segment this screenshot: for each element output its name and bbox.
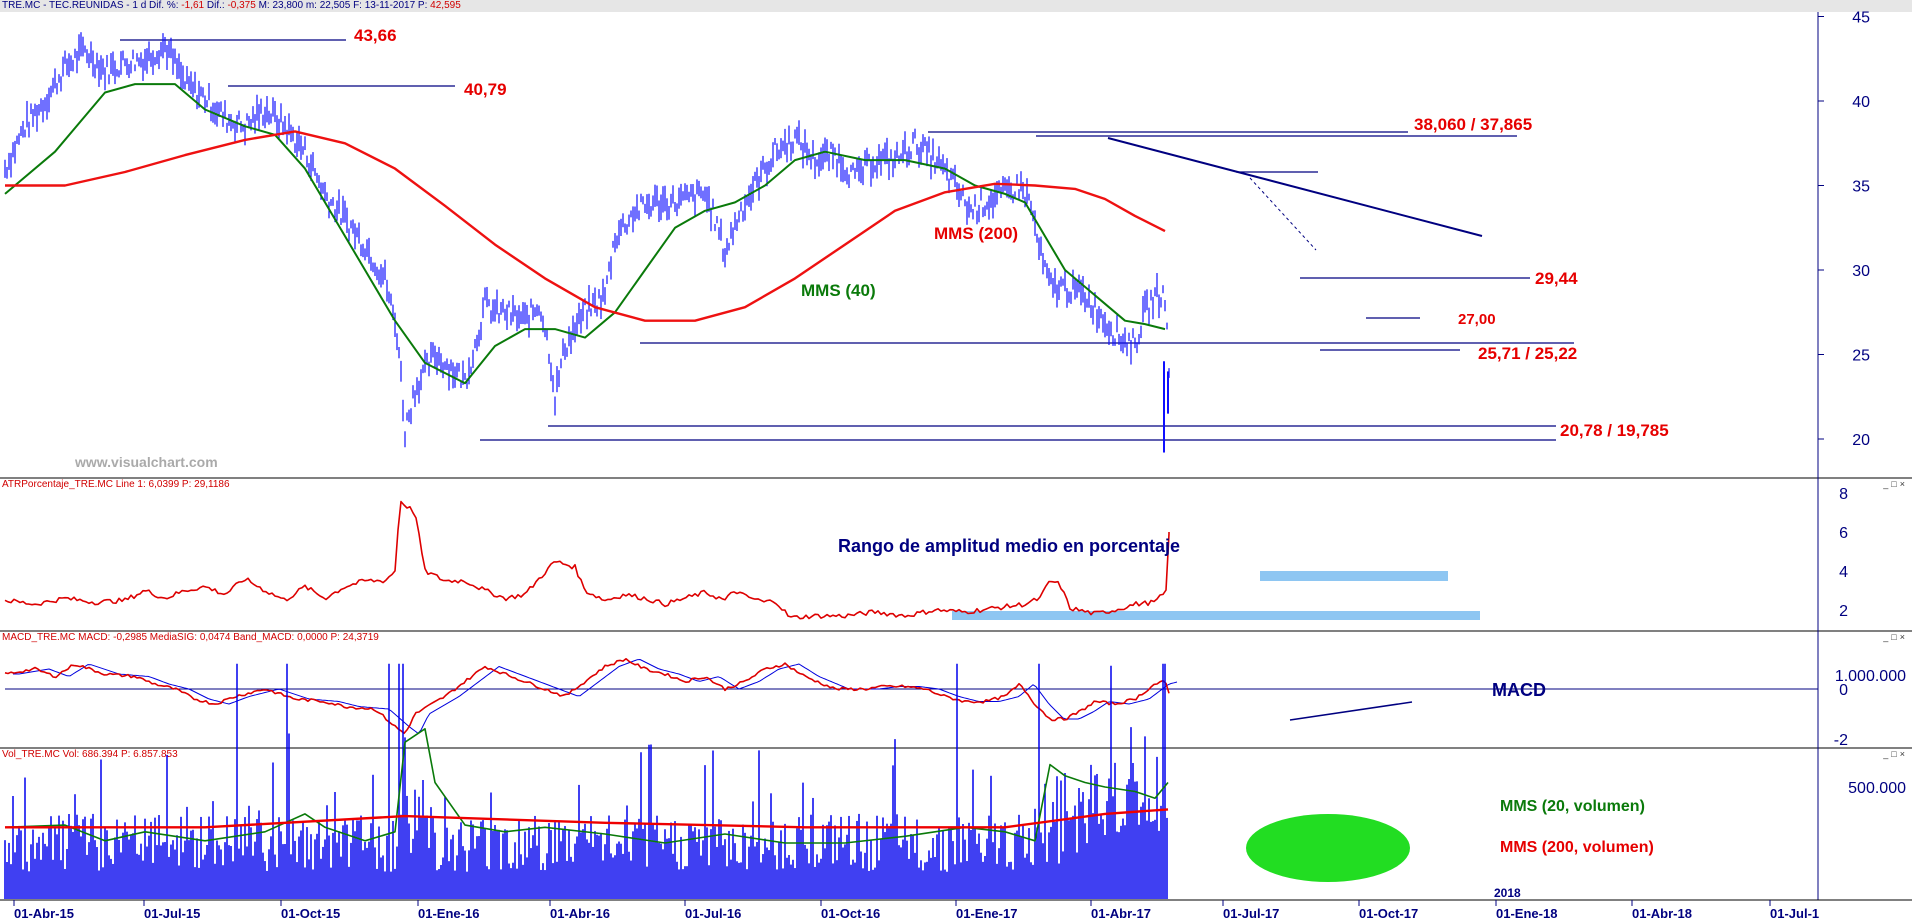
price-y-tick-label: 40 (1852, 94, 1870, 111)
macd-annotation: MACD (1492, 680, 1546, 700)
x-tick-label: 01-Abr-15 (14, 906, 74, 921)
volume-panel-header: Vol_TRE.MC Vol: 686.394 P: 6.857.853 (0, 749, 178, 761)
header-part: 42,595 (430, 0, 461, 11)
macd-divergence-line (1289, 701, 1413, 721)
x-tick-label: 01-Abr-18 (1632, 906, 1692, 921)
price-panel-header: TRE.MC - TEC.REUNIDAS - 1 d Dif. %: -1,6… (0, 0, 1912, 12)
header-part: ATRPorcentaje_TRE.MC Line 1: 6,0399 P: 2… (2, 479, 230, 490)
x-tick-label: 01-Abr-17 (1091, 906, 1151, 921)
price-y-tick-label: 45 (1852, 10, 1870, 27)
volume-moving-averages (4, 727, 1169, 844)
x-tick-label: 01-Ene-17 (956, 906, 1017, 921)
header-part: Dif.: (204, 0, 228, 11)
atr-panel-header: ATRPorcentaje_TRE.MC Line 1: 6,0399 P: 2… (0, 479, 230, 491)
label-43-66: 43,66 (354, 26, 397, 45)
atr-y-tick-label: 6 (1839, 525, 1848, 542)
sma200-line (5, 130, 1166, 322)
atr-y-tick-label: 2 (1839, 603, 1848, 620)
header-part: MACD_TRE.MC MACD: -0,2985 MediaSIG: 0,04… (2, 632, 379, 643)
header-part: TRE.MC - TEC.REUNIDAS - 1 d Dif. %: (2, 0, 182, 11)
macd-window-buttons[interactable]: _□× (1883, 632, 1908, 642)
x-tick-label: 01-Oct-17 (1359, 906, 1418, 921)
label-20-78: 20,78 / 19,785 (1560, 421, 1669, 440)
volume-highlight-ellipse (1246, 814, 1410, 882)
atr-high-band (1260, 571, 1448, 581)
price-y-tick-label: 20 (1852, 432, 1870, 449)
atr-window-buttons[interactable]: _□× (1883, 479, 1908, 489)
label-40-79: 40,79 (464, 80, 507, 99)
price-y-tick-label: 25 (1852, 348, 1870, 365)
x-tick-label: 01-Ene-16 (418, 906, 479, 921)
label-mms-40: MMS (40) (801, 281, 876, 300)
x-tick-label: 01-Jul-16 (685, 906, 741, 921)
watermark: www.visualchart.com (74, 454, 218, 470)
volume-sma200-label: MMS (200, volumen) (1500, 839, 1654, 856)
year-2018-label: 2018 (1494, 886, 1521, 900)
header-part: M: 23,800 m: 22,505 F: 13-11-2017 P: (255, 0, 431, 11)
volume-y-tick-label: 500.000 (1848, 780, 1906, 797)
downtrend-line (1107, 137, 1483, 237)
macd-signal-line (13, 659, 1178, 734)
volume-bars (4, 663, 1168, 899)
axes: 45403530252086420-21.000.000500.00001-Ab… (13, 10, 1906, 921)
label-27-00: 27,00 (1458, 311, 1496, 328)
label-38-060: 38,060 / 37,865 (1414, 115, 1532, 134)
atr-annotation: Rango de amplitud medio en porcentaje (838, 536, 1180, 556)
atr-line (4, 500, 1170, 620)
x-tick-label: 01-Jul-17 (1223, 906, 1279, 921)
volume-sma20-label: MMS (20, volumen) (1500, 798, 1645, 815)
label-25-71: 25,71 / 25,22 (1478, 344, 1577, 363)
label-mms-200: MMS (200) (934, 224, 1018, 243)
atr-y-tick-label: 8 (1839, 486, 1848, 503)
macd-y-tick-label: 0 (1839, 682, 1848, 699)
price-y-tick-label: 35 (1852, 179, 1870, 196)
macd-lines (4, 657, 1178, 735)
sma40-line (4, 83, 1166, 385)
volume-sma200-line (5, 808, 1169, 829)
header-part: -1,61 (181, 0, 205, 11)
support-resistance-lines (120, 39, 1574, 441)
price-y-tick-label: 30 (1852, 263, 1870, 280)
price-moving-averages (4, 83, 1166, 385)
volume-window-buttons[interactable]: _□× (1883, 749, 1908, 759)
annotations: 43,66 40,79 38,060 / 37,865 29,44 27,00 25,71… (74, 26, 1669, 900)
atr-y-tick-label: 4 (1839, 564, 1848, 581)
atr-lines (4, 500, 1170, 620)
x-tick-label: 01-Ene-18 (1496, 906, 1557, 921)
x-tick-label: 01-Abr-16 (550, 906, 610, 921)
dashed-trend-line (1249, 177, 1317, 251)
volume-sma20-line (4, 727, 1169, 844)
x-tick-label: 01-Oct-15 (281, 906, 340, 921)
atr-low-band (952, 611, 1480, 620)
header-part: Vol_TRE.MC Vol: 686.394 P: 6.857.853 (2, 749, 178, 760)
x-tick-label: 01-Jul-1 (1770, 906, 1819, 921)
x-tick-label: 01-Jul-15 (144, 906, 200, 921)
volume-y-tick-label: 1.000.000 (1835, 668, 1906, 685)
macd-y-tick-label: -2 (1834, 732, 1848, 749)
macd-line (4, 657, 1170, 735)
x-tick-label: 01-Oct-16 (821, 906, 880, 921)
label-29-44: 29,44 (1535, 269, 1578, 288)
price-bars (4, 32, 1170, 453)
header-part: -0,375 (227, 0, 256, 11)
macd-panel-header: MACD_TRE.MC MACD: -0,2985 MediaSIG: 0,04… (0, 632, 379, 644)
